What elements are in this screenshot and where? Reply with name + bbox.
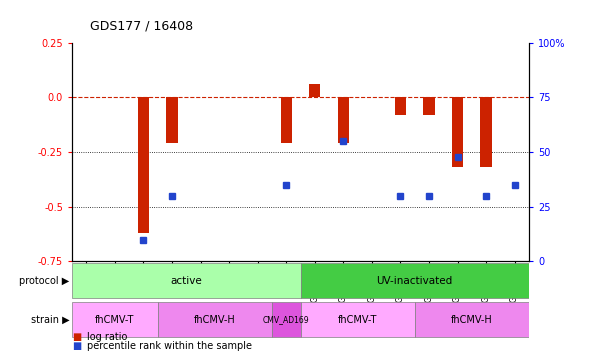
FancyBboxPatch shape — [415, 302, 529, 337]
Text: ■: ■ — [72, 341, 81, 351]
Bar — [338, 97, 349, 144]
Text: GDS177 / 16408: GDS177 / 16408 — [90, 19, 194, 32]
Bar — [281, 97, 292, 144]
Bar — [480, 97, 492, 167]
Text: protocol ▶: protocol ▶ — [19, 276, 69, 286]
Text: fhCMV-T: fhCMV-T — [338, 315, 377, 325]
Text: strain ▶: strain ▶ — [31, 315, 69, 325]
Text: ■: ■ — [72, 332, 81, 342]
Bar — [166, 97, 178, 144]
Bar — [452, 97, 463, 167]
Text: percentile rank within the sample: percentile rank within the sample — [87, 341, 252, 351]
Text: UV-inactivated: UV-inactivated — [377, 276, 453, 286]
Text: log ratio: log ratio — [87, 332, 127, 342]
FancyBboxPatch shape — [272, 302, 300, 337]
FancyBboxPatch shape — [72, 302, 157, 337]
Text: fhCMV-H: fhCMV-H — [194, 315, 236, 325]
Bar — [309, 84, 320, 97]
FancyBboxPatch shape — [300, 263, 529, 298]
FancyBboxPatch shape — [300, 302, 415, 337]
Text: fhCMV-H: fhCMV-H — [451, 315, 493, 325]
Text: active: active — [171, 276, 202, 286]
FancyBboxPatch shape — [72, 263, 300, 298]
FancyBboxPatch shape — [157, 302, 272, 337]
Text: CMV_AD169: CMV_AD169 — [263, 315, 310, 324]
Bar — [395, 97, 406, 115]
Bar — [138, 97, 149, 233]
Bar — [423, 97, 435, 115]
Text: fhCMV-T: fhCMV-T — [95, 315, 135, 325]
